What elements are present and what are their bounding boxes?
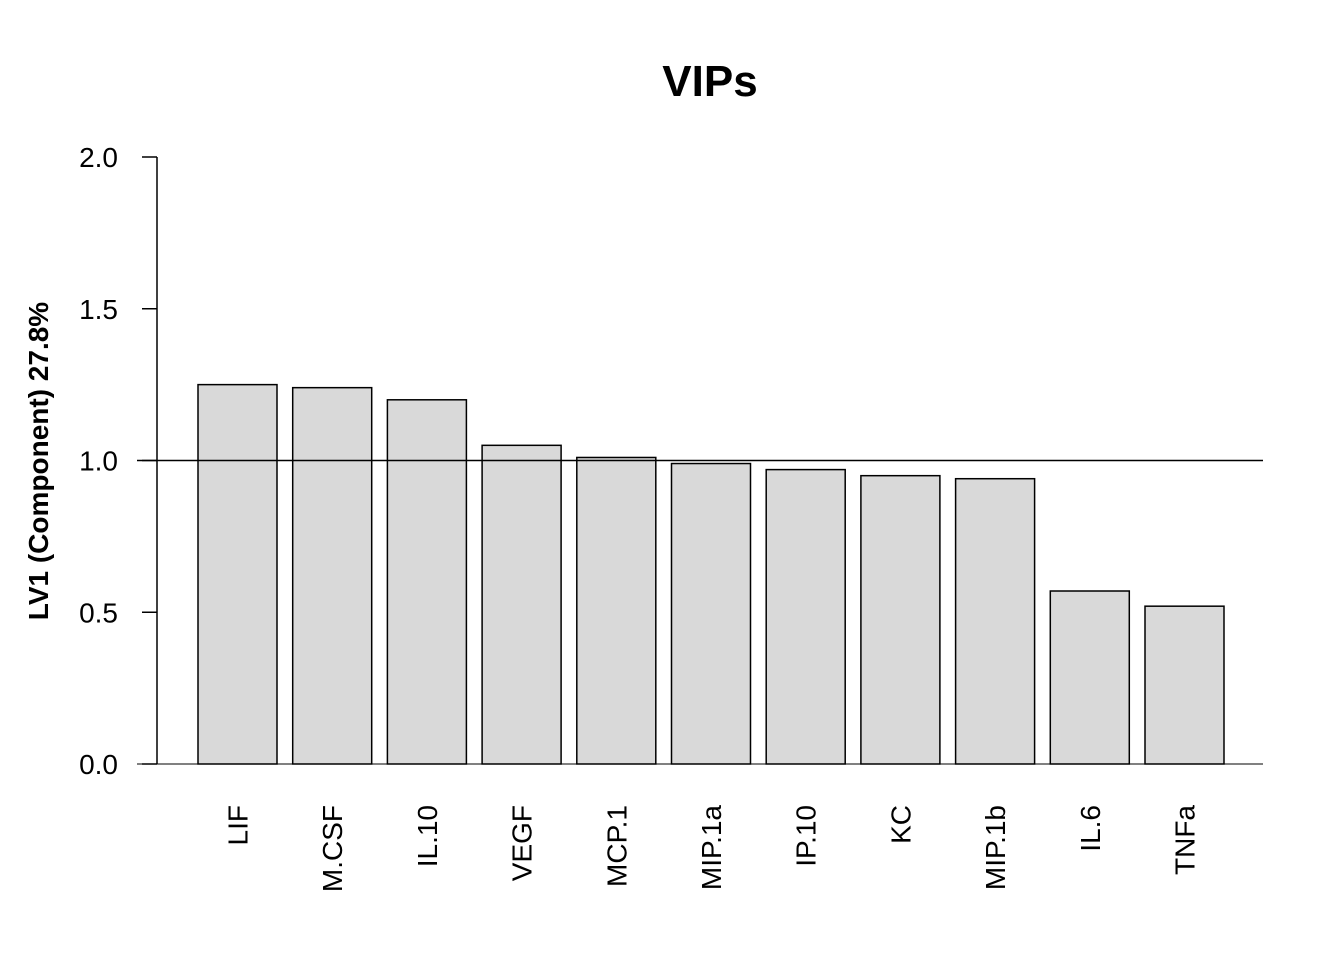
- category-label: IL.6: [1075, 805, 1106, 852]
- bar-vegf: [481, 444, 562, 765]
- y-tick-label: 0.0: [79, 749, 118, 780]
- chart-title: VIPs: [662, 57, 757, 106]
- bar-kc: [860, 474, 941, 765]
- y-tick-label: 0.5: [79, 597, 118, 628]
- y-axis: 0.0 0.5 1.0 1.5 2.0: [79, 142, 158, 780]
- category-label: MIP.1a: [696, 805, 727, 891]
- category-label: MCP.1: [601, 805, 632, 887]
- category-label: IL.10: [412, 805, 443, 867]
- category-label: MIP.1b: [980, 805, 1011, 890]
- bar-il-10: [386, 399, 468, 765]
- bar-lif: [197, 383, 278, 765]
- bar-m-csf: [291, 386, 373, 765]
- bar-il-6: [1049, 590, 1131, 765]
- bar-mip-1b: [954, 477, 1036, 765]
- x-axis-labels: LIF M.CSF IL.10 VEGF MCP.1 MIP.1a IP.10 KC MIP.1…: [223, 805, 1201, 893]
- bar-ip-10: [765, 468, 846, 765]
- y-tick-label: 1.0: [79, 446, 118, 477]
- y-axis-label: LV1 (Component) 27.8%: [23, 302, 54, 621]
- category-label: IP.10: [791, 805, 822, 867]
- y-tick-label: 1.5: [79, 294, 118, 325]
- y-tick-label: 2.0: [79, 142, 118, 173]
- category-label: M.CSF: [317, 805, 348, 892]
- category-label: TNFa: [1170, 805, 1201, 875]
- bar-mcp-1: [576, 456, 657, 765]
- category-label: KC: [885, 805, 916, 844]
- bars: [137, 383, 1263, 765]
- category-label: VEGF: [507, 805, 538, 881]
- bar-tnfa: [1144, 605, 1225, 765]
- bar-mip-1a: [670, 462, 752, 765]
- category-label: LIF: [223, 805, 254, 845]
